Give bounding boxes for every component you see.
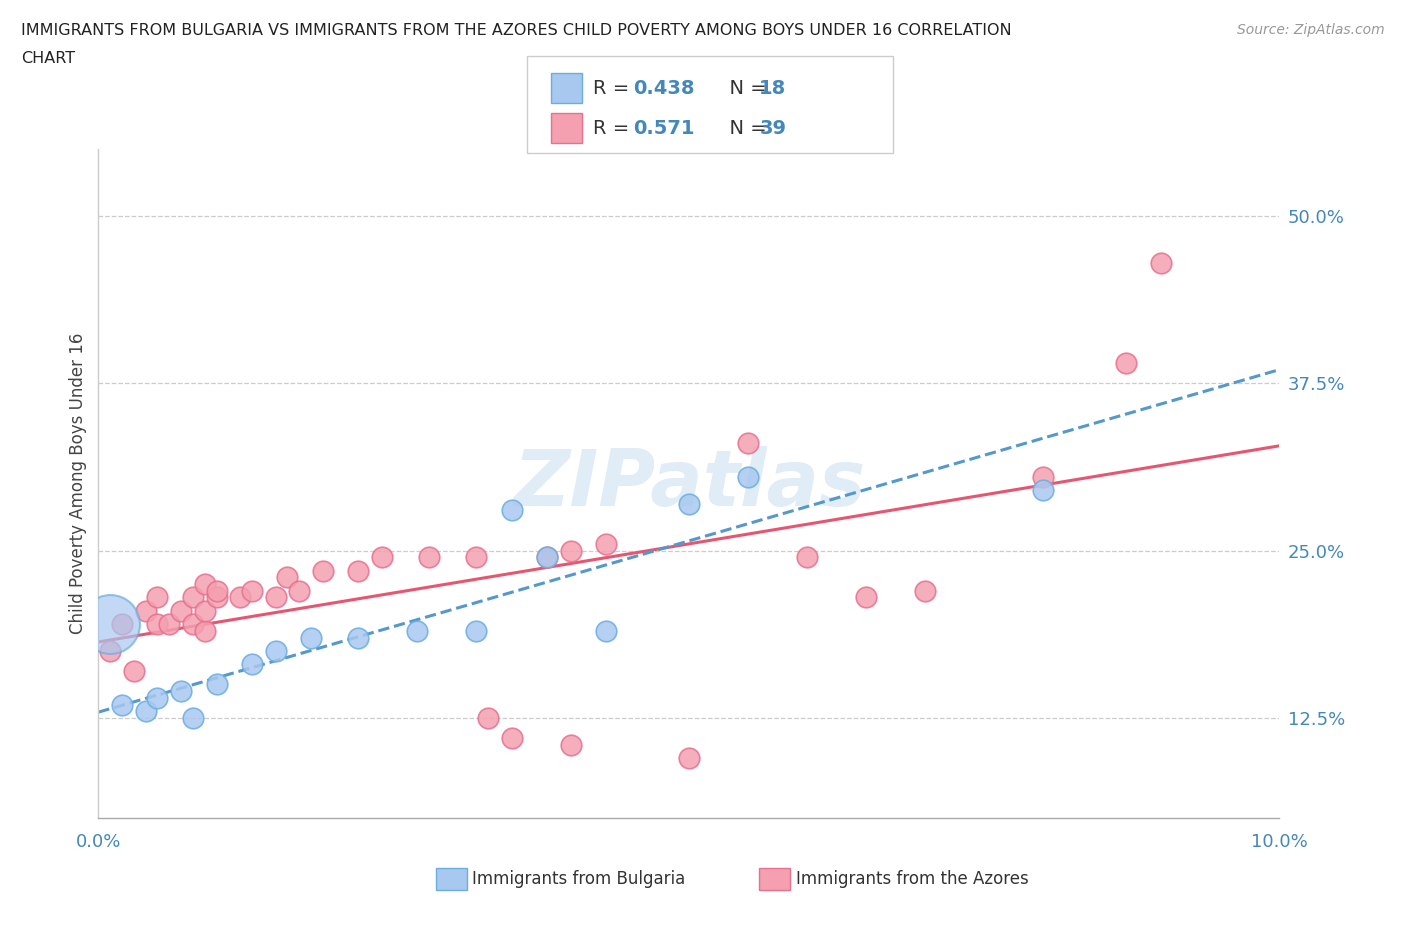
Point <box>146 690 169 705</box>
Point <box>157 617 180 631</box>
Text: 0.0%: 0.0% <box>76 832 121 851</box>
Point <box>737 470 759 485</box>
Point <box>276 570 298 585</box>
Text: 18: 18 <box>759 79 786 98</box>
Point <box>240 657 263 671</box>
Point <box>1032 483 1054 498</box>
Text: R =: R = <box>593 119 636 138</box>
Point <box>371 550 394 565</box>
Point <box>170 604 193 618</box>
Point <box>264 644 287 658</box>
Point <box>796 550 818 565</box>
Point <box>205 590 228 604</box>
Point <box>122 664 145 679</box>
Point <box>418 550 440 565</box>
Text: 10.0%: 10.0% <box>1251 832 1308 851</box>
Text: N =: N = <box>717 119 773 138</box>
Point <box>347 631 370 645</box>
Point <box>240 583 263 598</box>
Text: Source: ZipAtlas.com: Source: ZipAtlas.com <box>1237 23 1385 37</box>
Point <box>477 711 499 725</box>
Point <box>914 583 936 598</box>
Point <box>1032 470 1054 485</box>
Point <box>229 590 252 604</box>
Point <box>146 590 169 604</box>
Point <box>194 623 217 638</box>
Point <box>347 564 370 578</box>
Text: ZIPatlas: ZIPatlas <box>513 445 865 522</box>
Point <box>181 711 204 725</box>
Point <box>1150 255 1173 270</box>
Point <box>205 583 228 598</box>
Point <box>299 631 322 645</box>
Point <box>205 677 228 692</box>
Point <box>111 698 134 712</box>
Point <box>98 617 121 631</box>
Point <box>406 623 429 638</box>
Point <box>536 550 558 565</box>
Text: CHART: CHART <box>21 51 75 66</box>
Point <box>465 550 488 565</box>
Point <box>560 543 582 558</box>
Point <box>737 436 759 451</box>
Point <box>146 617 169 631</box>
Point <box>501 731 523 746</box>
Point <box>312 564 335 578</box>
Point <box>194 604 217 618</box>
Text: Immigrants from Bulgaria: Immigrants from Bulgaria <box>472 870 686 888</box>
Text: 0.438: 0.438 <box>633 79 695 98</box>
Point <box>465 623 488 638</box>
Point <box>288 583 311 598</box>
Text: IMMIGRANTS FROM BULGARIA VS IMMIGRANTS FROM THE AZORES CHILD POVERTY AMONG BOYS : IMMIGRANTS FROM BULGARIA VS IMMIGRANTS F… <box>21 23 1012 38</box>
Point <box>678 751 700 765</box>
Point <box>194 577 217 591</box>
Point <box>501 503 523 518</box>
Point <box>170 684 193 698</box>
Point <box>560 737 582 752</box>
Point <box>181 590 204 604</box>
Text: 39: 39 <box>759 119 786 138</box>
Point <box>536 550 558 565</box>
Point <box>1115 355 1137 370</box>
Point <box>135 604 157 618</box>
Point <box>855 590 877 604</box>
Point <box>678 497 700 512</box>
Text: N =: N = <box>717 79 773 98</box>
Point <box>595 623 617 638</box>
Text: 0.571: 0.571 <box>633 119 695 138</box>
Text: R =: R = <box>593 79 636 98</box>
Y-axis label: Child Poverty Among Boys Under 16: Child Poverty Among Boys Under 16 <box>69 333 87 634</box>
Point <box>111 617 134 631</box>
Point <box>98 644 121 658</box>
Text: Immigrants from the Azores: Immigrants from the Azores <box>796 870 1029 888</box>
Point <box>181 617 204 631</box>
Point <box>595 537 617 551</box>
Point <box>264 590 287 604</box>
Point <box>135 704 157 719</box>
